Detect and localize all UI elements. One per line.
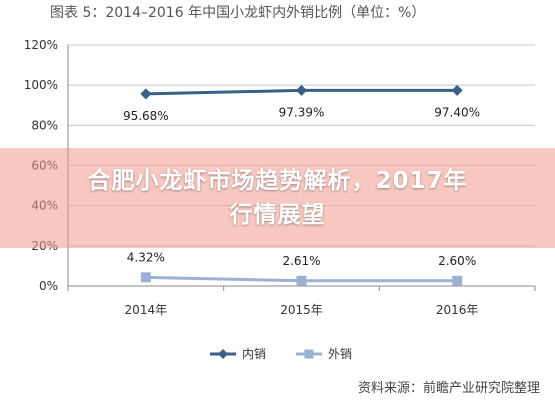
data-label: 2.60% xyxy=(438,254,476,268)
x-tick-label: 2016年 xyxy=(436,303,479,317)
legend: 内销 外销 xyxy=(210,347,352,361)
x-tick-label: 2015年 xyxy=(280,303,323,317)
x-axis-tick-labels: 2014年 2015年 2016年 xyxy=(67,286,536,317)
data-label: 95.68% xyxy=(123,109,169,123)
series-1: 95.68% 97.39% 97.40% xyxy=(123,84,480,123)
legend-label: 外销 xyxy=(328,347,352,361)
y-tick-label: 60% xyxy=(31,159,58,173)
data-label: 97.40% xyxy=(434,105,480,119)
data-point xyxy=(451,84,463,96)
y-axis-tick-labels: 0% 20% 40% 60% 80% 100% 120% xyxy=(24,38,58,293)
data-point xyxy=(140,88,152,100)
y-tick-label: 20% xyxy=(31,239,58,253)
y-tick-label: 80% xyxy=(31,118,58,132)
legend-label: 内销 xyxy=(242,347,266,361)
y-tick-label: 100% xyxy=(24,78,58,92)
y-tick-label: 120% xyxy=(24,38,58,52)
data-label: 4.32% xyxy=(127,250,165,264)
data-point xyxy=(296,84,307,96)
y-tick-label: 40% xyxy=(31,199,58,213)
source-note: 资料来源：前瞻产业研究院整理 xyxy=(358,380,540,396)
series-2: 4.32% 2.61% 2.60% xyxy=(127,250,476,286)
data-point xyxy=(296,275,307,286)
data-point xyxy=(140,272,151,283)
data-label: 97.39% xyxy=(279,105,325,119)
legend-marker xyxy=(304,349,314,359)
legend-marker xyxy=(218,349,228,359)
chart-title: 图表 5：2014–2016 年中国小龙虾内外销比例（单位：%） xyxy=(50,5,425,21)
series-group: 95.68% 97.39% 97.40% 4.32% 2.61% 2.60% xyxy=(123,84,480,286)
data-label: 2.61% xyxy=(282,254,320,268)
data-point xyxy=(452,275,463,286)
x-tick-label: 2014年 xyxy=(125,303,168,317)
y-tick-label: 0% xyxy=(39,279,58,293)
